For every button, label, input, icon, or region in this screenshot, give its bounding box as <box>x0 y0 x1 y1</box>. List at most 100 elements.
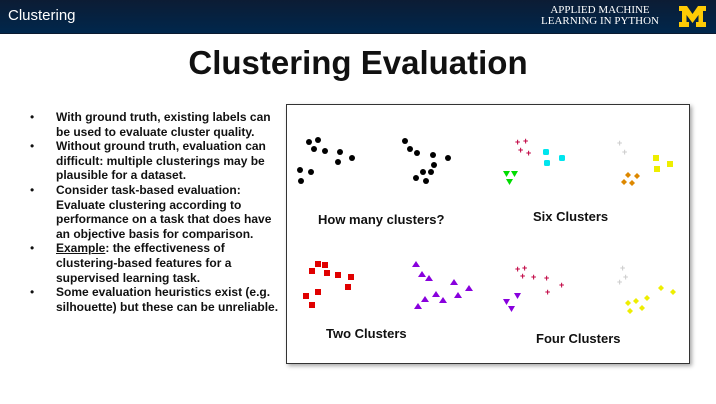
data-point <box>450 279 458 285</box>
data-point <box>454 292 462 298</box>
data-point <box>407 146 413 152</box>
data-point: + <box>515 137 520 147</box>
data-point: + <box>623 272 628 282</box>
slide-title: Clustering Evaluation <box>188 44 528 81</box>
data-point <box>402 138 408 144</box>
data-point <box>311 146 317 152</box>
data-point <box>644 295 650 301</box>
bullet-text: Without ground truth, evaluation can dif… <box>56 139 266 183</box>
data-point <box>544 160 550 166</box>
clustering-figure: + + + + + + <box>286 104 690 364</box>
bullet-item: Example: the effectiveness of clustering… <box>30 241 282 285</box>
data-point <box>445 155 451 161</box>
data-point <box>503 299 510 305</box>
data-point <box>653 155 659 161</box>
data-point: + <box>617 138 622 148</box>
bullet-item: With ground truth, existing labels can b… <box>30 110 282 139</box>
data-point <box>348 274 354 280</box>
data-point <box>315 289 321 295</box>
data-point <box>309 302 315 308</box>
data-point <box>428 169 434 175</box>
data-point: + <box>559 280 564 290</box>
data-point <box>308 169 314 175</box>
data-point <box>421 296 429 302</box>
data-point <box>654 166 660 172</box>
bullet-text: Some evaluation heuristics exist (e.g. s… <box>56 285 279 314</box>
data-point: + <box>622 147 627 157</box>
data-point: + <box>545 287 550 297</box>
data-point <box>345 284 351 290</box>
block-m-logo <box>679 6 706 27</box>
caption-four-clusters: Four Clusters <box>536 331 621 346</box>
data-point <box>625 300 631 306</box>
bullet-text: With ground truth, existing labels can b… <box>56 110 271 139</box>
data-point <box>670 289 676 295</box>
data-point <box>559 155 565 161</box>
data-point: + <box>544 273 549 283</box>
data-point <box>511 171 518 177</box>
data-point <box>337 149 343 155</box>
data-point <box>439 297 447 303</box>
data-point <box>658 285 664 291</box>
plot-unlabeled-right <box>402 138 451 184</box>
data-point <box>324 270 330 276</box>
data-point <box>431 162 437 168</box>
data-point <box>506 179 513 185</box>
plot-four-clusters-right: + + + <box>617 263 676 314</box>
data-point <box>309 268 315 274</box>
data-point <box>335 272 341 278</box>
data-point <box>315 137 321 143</box>
data-point: + <box>520 271 525 281</box>
data-point <box>514 293 521 299</box>
course-name: APPLIED MACHINE LEARNING IN PYTHON <box>530 5 670 27</box>
data-point <box>322 148 328 154</box>
data-point <box>667 161 673 167</box>
data-point <box>315 261 321 267</box>
data-point <box>425 275 433 281</box>
bullet-item: Consider task-based evaluation: Evaluate… <box>30 183 282 241</box>
data-point <box>639 305 645 311</box>
bullet-text: : the effectiveness of clustering-based … <box>56 241 232 285</box>
data-point <box>423 178 429 184</box>
data-point <box>303 293 309 299</box>
data-point: + <box>518 145 523 155</box>
data-point <box>625 172 631 178</box>
data-point <box>508 306 515 312</box>
header-bar: Clustering APPLIED MACHINE LEARNING IN P… <box>0 0 716 34</box>
data-point: + <box>620 263 625 273</box>
course-name-line-1: APPLIED MACHINE <box>550 4 650 16</box>
bullet-item: Some evaluation heuristics exist (e.g. s… <box>30 285 282 314</box>
data-point <box>413 175 419 181</box>
data-point <box>297 167 303 173</box>
data-point <box>543 149 549 155</box>
plot-four-clusters-left: + + + + + + + <box>503 263 564 312</box>
data-point <box>465 285 473 291</box>
data-point <box>298 178 304 184</box>
plot-unlabeled-left <box>297 137 355 184</box>
data-point <box>349 155 355 161</box>
bullet-example-label: Example <box>56 241 106 256</box>
data-point <box>414 303 422 309</box>
plot-six-clusters-right: + + <box>617 138 673 186</box>
data-point <box>412 261 420 267</box>
data-point: + <box>617 277 622 287</box>
data-point <box>621 179 627 185</box>
caption-six-clusters: Six Clusters <box>533 209 609 224</box>
data-point <box>430 152 436 158</box>
data-point <box>503 171 510 177</box>
data-point: + <box>515 264 520 274</box>
data-point <box>627 308 633 314</box>
course-name-line-2: LEARNING IN PYTHON <box>541 15 659 27</box>
data-point <box>418 271 426 277</box>
bullet-text: Consider task-based evaluation: Evaluate… <box>56 182 272 241</box>
data-point: + <box>526 148 531 158</box>
data-point <box>322 262 328 268</box>
caption-how-many-clusters: How many clusters? <box>318 212 445 227</box>
bullet-list: With ground truth, existing labels can b… <box>30 110 282 314</box>
data-point <box>634 173 640 179</box>
header-title: Clustering <box>8 7 76 24</box>
caption-two-clusters: Two Clusters <box>326 326 407 341</box>
data-point <box>629 180 635 186</box>
data-point <box>414 150 420 156</box>
